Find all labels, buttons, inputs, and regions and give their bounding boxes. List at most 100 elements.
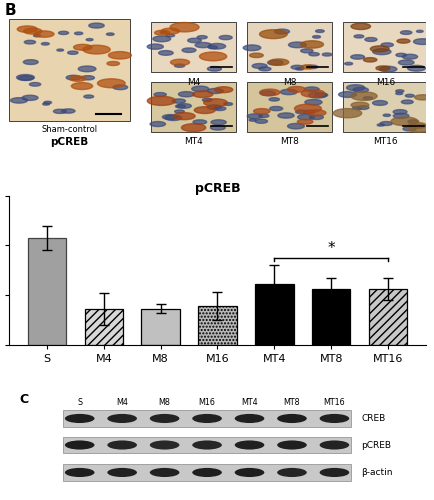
- Circle shape: [30, 82, 41, 86]
- Text: CREB: CREB: [361, 414, 385, 423]
- Circle shape: [274, 29, 289, 34]
- Circle shape: [208, 44, 225, 49]
- Circle shape: [372, 100, 387, 105]
- Circle shape: [407, 66, 424, 71]
- Ellipse shape: [319, 440, 349, 450]
- FancyBboxPatch shape: [246, 82, 332, 132]
- Circle shape: [147, 96, 175, 106]
- FancyBboxPatch shape: [150, 22, 236, 72]
- Bar: [311, 289, 350, 344]
- Circle shape: [158, 50, 173, 56]
- Circle shape: [10, 98, 27, 103]
- Circle shape: [297, 114, 314, 120]
- Circle shape: [404, 94, 413, 97]
- Title: pCREB: pCREB: [194, 182, 240, 194]
- FancyBboxPatch shape: [63, 410, 350, 427]
- Circle shape: [407, 124, 431, 132]
- Circle shape: [74, 32, 82, 34]
- Circle shape: [395, 90, 403, 92]
- FancyBboxPatch shape: [246, 22, 332, 72]
- Circle shape: [43, 103, 49, 105]
- Ellipse shape: [192, 440, 221, 450]
- Bar: [28, 238, 66, 344]
- Circle shape: [294, 104, 321, 113]
- Text: Sham-control: Sham-control: [41, 125, 97, 134]
- Circle shape: [300, 65, 313, 69]
- Text: MT16: MT16: [323, 398, 345, 407]
- Text: β-actin: β-actin: [361, 468, 392, 477]
- Circle shape: [254, 120, 267, 124]
- Text: M8: M8: [282, 78, 296, 86]
- Circle shape: [344, 62, 352, 65]
- Circle shape: [382, 114, 389, 116]
- Circle shape: [210, 126, 225, 130]
- Circle shape: [213, 106, 225, 110]
- Circle shape: [297, 119, 312, 124]
- Circle shape: [175, 104, 185, 108]
- Circle shape: [379, 122, 391, 126]
- Circle shape: [243, 45, 260, 51]
- Text: B: B: [4, 3, 16, 18]
- Circle shape: [356, 106, 368, 110]
- Ellipse shape: [234, 468, 264, 477]
- Circle shape: [23, 28, 42, 34]
- Ellipse shape: [276, 468, 306, 477]
- Circle shape: [192, 91, 212, 98]
- FancyBboxPatch shape: [9, 20, 129, 121]
- Bar: [368, 289, 406, 344]
- FancyBboxPatch shape: [342, 22, 427, 72]
- Circle shape: [33, 34, 40, 37]
- Ellipse shape: [149, 414, 179, 423]
- Ellipse shape: [65, 414, 94, 423]
- Text: pCREB: pCREB: [50, 137, 88, 147]
- Circle shape: [308, 52, 319, 56]
- Circle shape: [84, 95, 93, 98]
- Circle shape: [187, 38, 201, 42]
- Circle shape: [113, 85, 128, 89]
- Text: M16: M16: [375, 78, 395, 86]
- Bar: [84, 309, 123, 344]
- Circle shape: [353, 35, 363, 38]
- Text: *: *: [327, 241, 334, 256]
- Ellipse shape: [65, 468, 94, 477]
- Circle shape: [380, 43, 392, 47]
- Circle shape: [407, 120, 418, 124]
- Circle shape: [172, 99, 185, 103]
- Circle shape: [287, 124, 304, 129]
- Bar: [254, 284, 293, 344]
- Circle shape: [106, 33, 114, 35]
- Circle shape: [350, 54, 364, 59]
- Circle shape: [267, 60, 283, 65]
- Circle shape: [68, 51, 78, 54]
- Circle shape: [194, 106, 215, 114]
- Circle shape: [258, 67, 270, 71]
- Circle shape: [17, 26, 37, 32]
- Circle shape: [288, 42, 306, 48]
- Circle shape: [350, 102, 368, 108]
- Circle shape: [203, 99, 227, 106]
- Circle shape: [290, 66, 302, 69]
- FancyBboxPatch shape: [342, 82, 427, 132]
- Circle shape: [352, 106, 361, 110]
- Ellipse shape: [276, 440, 306, 450]
- Circle shape: [304, 87, 319, 92]
- Circle shape: [219, 36, 232, 40]
- Circle shape: [332, 108, 361, 118]
- Circle shape: [165, 34, 174, 37]
- Circle shape: [207, 66, 221, 71]
- Ellipse shape: [319, 414, 349, 423]
- Circle shape: [41, 42, 49, 45]
- Circle shape: [86, 38, 93, 41]
- Circle shape: [413, 38, 431, 44]
- Circle shape: [170, 22, 199, 32]
- Circle shape: [372, 48, 390, 54]
- Ellipse shape: [65, 440, 94, 450]
- Circle shape: [73, 44, 92, 51]
- Circle shape: [81, 76, 94, 80]
- Circle shape: [363, 58, 376, 62]
- Circle shape: [260, 91, 275, 96]
- Circle shape: [414, 94, 430, 100]
- Ellipse shape: [107, 468, 137, 477]
- Ellipse shape: [234, 414, 264, 423]
- Circle shape: [69, 76, 86, 82]
